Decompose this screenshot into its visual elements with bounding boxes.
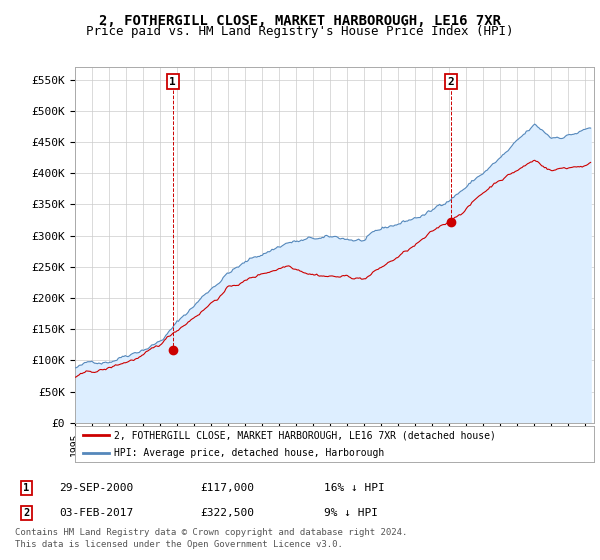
Text: 1: 1 — [23, 483, 30, 493]
Text: HPI: Average price, detached house, Harborough: HPI: Average price, detached house, Harb… — [114, 447, 384, 458]
Text: Contains HM Land Registry data © Crown copyright and database right 2024.
This d: Contains HM Land Registry data © Crown c… — [15, 528, 407, 549]
Text: Price paid vs. HM Land Registry's House Price Index (HPI): Price paid vs. HM Land Registry's House … — [86, 25, 514, 38]
Text: 29-SEP-2000: 29-SEP-2000 — [59, 483, 133, 493]
Text: £117,000: £117,000 — [200, 483, 254, 493]
Text: 03-FEB-2017: 03-FEB-2017 — [59, 508, 133, 518]
Text: 9% ↓ HPI: 9% ↓ HPI — [323, 508, 377, 518]
Text: £322,500: £322,500 — [200, 508, 254, 518]
Text: 1: 1 — [169, 77, 176, 87]
Text: 2: 2 — [23, 508, 30, 518]
Text: 2: 2 — [448, 77, 454, 87]
Text: 16% ↓ HPI: 16% ↓ HPI — [323, 483, 384, 493]
Text: 2, FOTHERGILL CLOSE, MARKET HARBOROUGH, LE16 7XR (detached house): 2, FOTHERGILL CLOSE, MARKET HARBOROUGH, … — [114, 430, 496, 440]
Text: 2, FOTHERGILL CLOSE, MARKET HARBOROUGH, LE16 7XR: 2, FOTHERGILL CLOSE, MARKET HARBOROUGH, … — [99, 14, 501, 28]
